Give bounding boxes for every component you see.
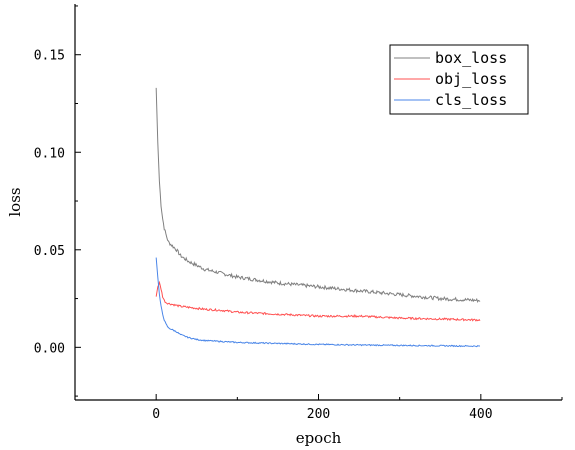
y-axis-title: loss [6, 187, 24, 216]
legend-label-obj_loss: obj_loss [435, 70, 507, 88]
x-tick-label: 200 [307, 407, 330, 422]
x-axis-title: epoch [296, 429, 342, 447]
legend-label-cls_loss: cls_loss [435, 91, 507, 109]
series-line-cls_loss [155, 257, 481, 348]
x-tick-label: 0 [152, 407, 160, 422]
y-tick-label: 0.00 [34, 341, 65, 356]
x-tick-label: 400 [469, 407, 492, 422]
series-line-box_loss [155, 87, 481, 303]
series-lines [155, 87, 481, 348]
legend: box_loss obj_loss cls_loss [389, 44, 529, 115]
ticks: 0.00 0.05 0.10 0.15 0 200 400 [34, 5, 563, 422]
series-line-obj_loss [155, 280, 481, 322]
legend-label-box_loss: box_loss [435, 49, 507, 67]
y-tick-label: 0.10 [34, 146, 65, 161]
y-tick-label: 0.05 [34, 244, 65, 259]
y-tick-label: 0.15 [34, 49, 65, 64]
